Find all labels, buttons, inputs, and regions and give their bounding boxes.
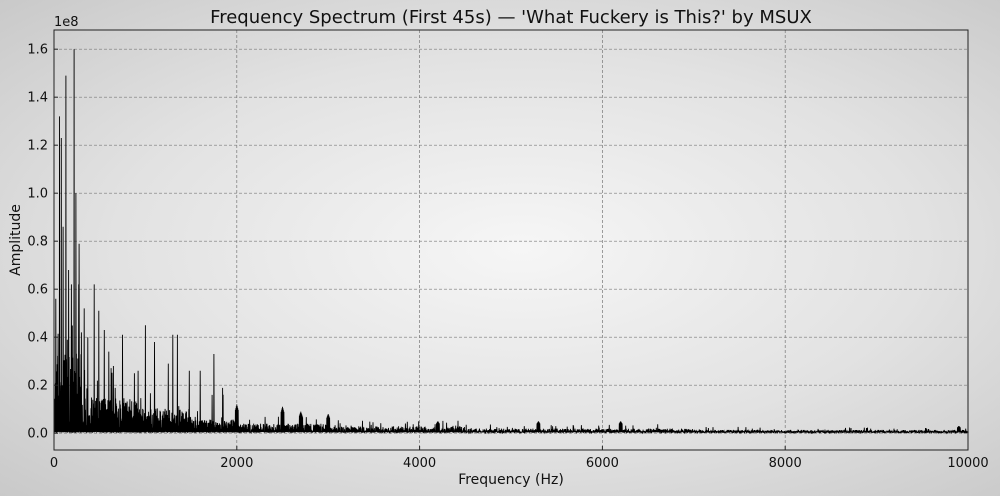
y-tick-label: 0.4 bbox=[27, 331, 48, 346]
y-tick-label: 0.6 bbox=[27, 283, 48, 298]
y-axis-label: Amplitude bbox=[8, 204, 24, 276]
x-tick-label: 2000 bbox=[220, 456, 253, 471]
y-tick-label: 0.8 bbox=[27, 235, 48, 250]
grid bbox=[53, 30, 969, 450]
x-tick-label: 8000 bbox=[769, 456, 802, 471]
chart-title: Frequency Spectrum (First 45s) — 'What F… bbox=[210, 7, 812, 28]
y-tick-label: 0.0 bbox=[27, 427, 48, 442]
x-axis-label: Frequency (Hz) bbox=[458, 472, 564, 488]
y-tick-label: 1.0 bbox=[27, 187, 48, 202]
y-axis: 0.0 0.2 0.4 0.6 0.8 1.0 1.2 1.4 1.6 bbox=[27, 43, 58, 442]
x-tick-label: 10000 bbox=[947, 456, 988, 471]
y-tick-label: 1.4 bbox=[27, 91, 48, 106]
y-tick-label: 0.2 bbox=[27, 379, 48, 394]
x-axis: 0 2000 4000 6000 8000 10000 bbox=[50, 446, 989, 471]
spectrum-series bbox=[53, 49, 969, 435]
y-tick-label: 1.2 bbox=[27, 139, 48, 154]
y-offset-text: 1e8 bbox=[54, 15, 79, 30]
spectrum-line bbox=[53, 49, 969, 435]
y-tick-label: 1.6 bbox=[27, 43, 48, 58]
x-tick-label: 4000 bbox=[403, 456, 436, 471]
plot-frame bbox=[53, 29, 969, 451]
x-tick-label: 6000 bbox=[586, 456, 619, 471]
x-tick-label: 0 bbox=[50, 456, 58, 471]
